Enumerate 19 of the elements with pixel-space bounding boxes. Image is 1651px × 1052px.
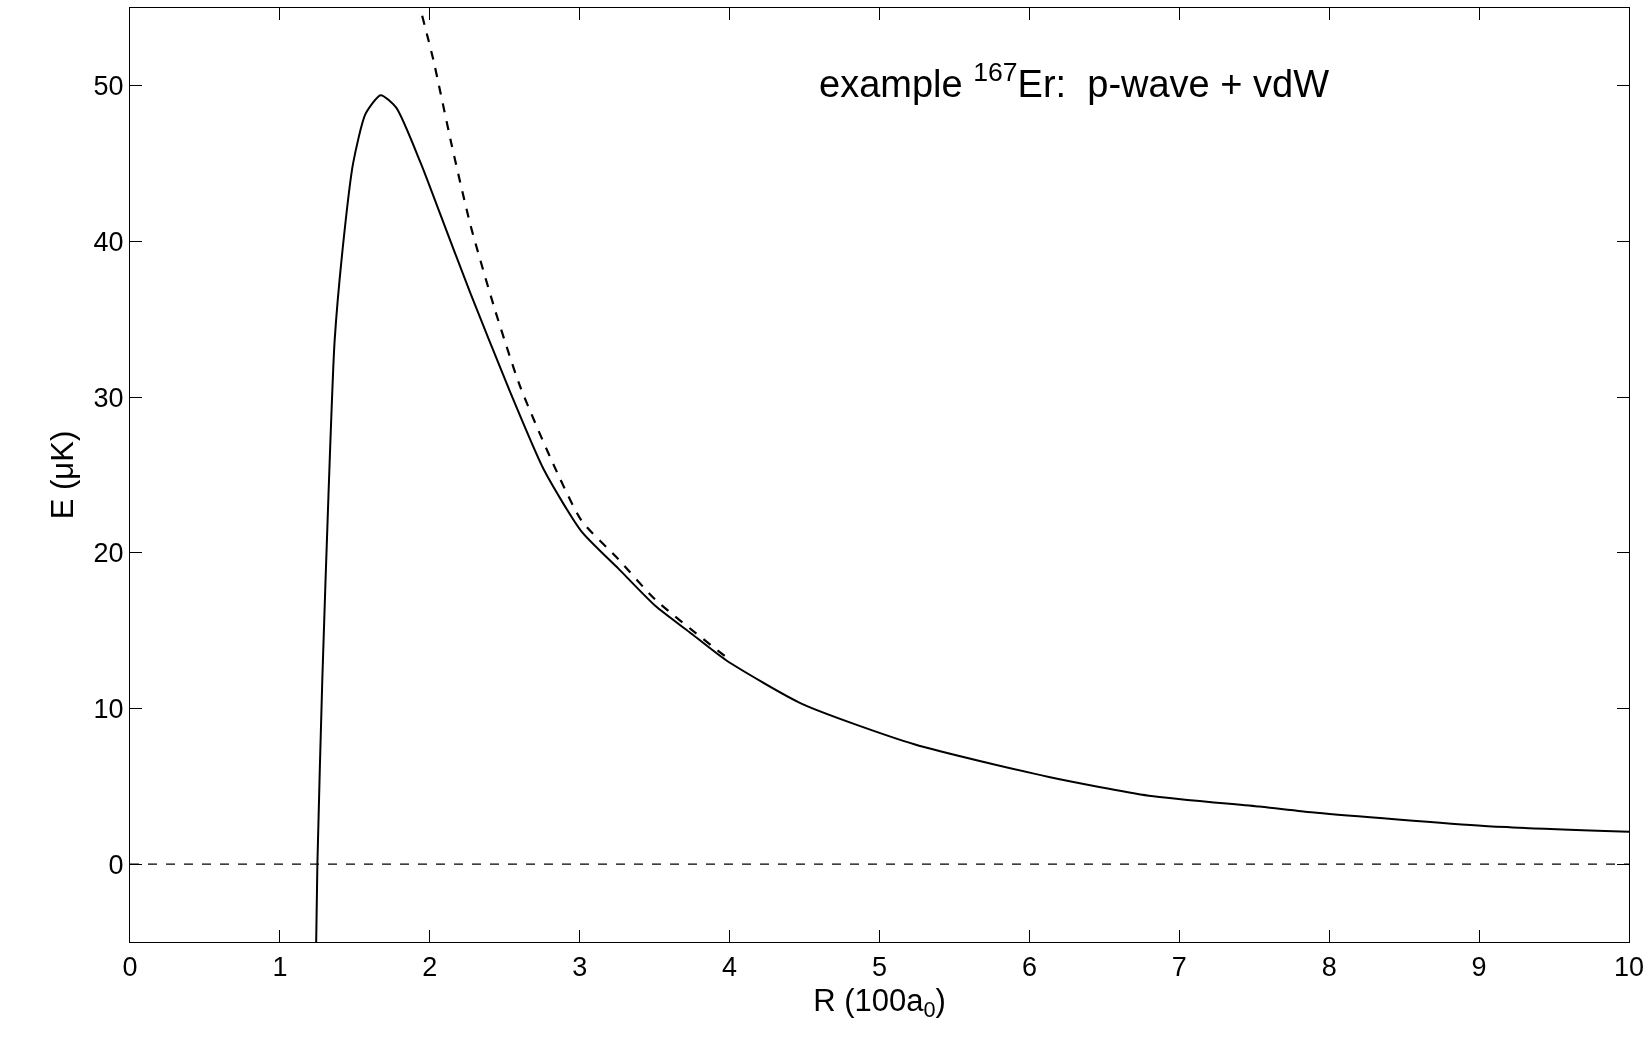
- x-axis-title: R (100a$_{0}$): [813, 982, 946, 1023]
- y-tick-label: 0: [108, 849, 124, 880]
- x-tick-label: 5: [871, 951, 888, 982]
- x-tick-label: 8: [1321, 951, 1337, 982]
- y-tick-label: 10: [93, 693, 124, 724]
- y-axis-title: E (μK): [45, 430, 81, 520]
- y-tick-label: 50: [93, 71, 124, 102]
- annotation: example $^{167}$Er: p-wave + vdW: [819, 57, 1330, 105]
- x-tick-label: 9: [1471, 951, 1487, 982]
- y-tick-label: 20: [93, 538, 124, 569]
- y-tick-label: 30: [93, 382, 124, 413]
- x-tick-label: 3: [572, 951, 588, 982]
- x-tick-label: 1: [272, 951, 288, 982]
- x-tick-label: 4: [722, 951, 738, 982]
- x-tick-label: 7: [1171, 951, 1187, 982]
- x-tick-label: 2: [422, 951, 438, 982]
- y-tick-label: 40: [93, 226, 124, 257]
- x-tick-label: 6: [1021, 951, 1037, 982]
- x-tick-label: 10: [1613, 951, 1645, 982]
